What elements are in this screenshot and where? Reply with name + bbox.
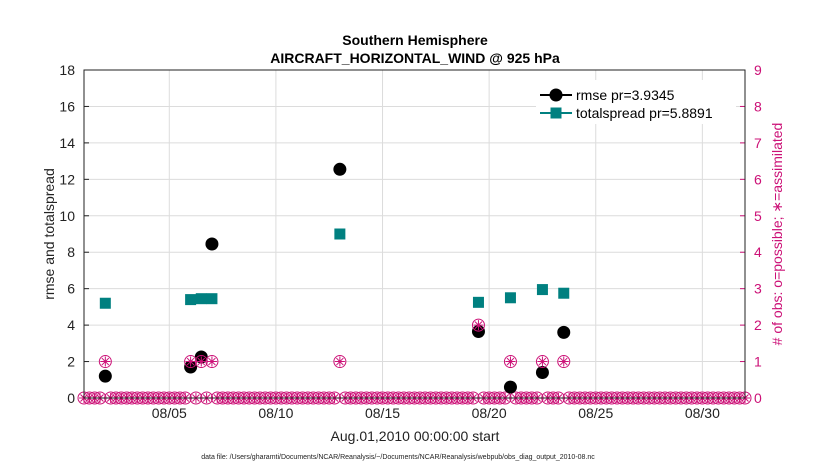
rmse-point	[557, 325, 571, 339]
data-marks	[98, 162, 571, 394]
y2-tick-label: 7	[754, 135, 762, 151]
totalspread-point	[195, 293, 207, 305]
legend-totalspread-label: totalspread pr=5.8891	[576, 105, 713, 121]
totalspread-point	[536, 284, 548, 296]
y-tick-label: 12	[59, 171, 75, 187]
obs-possible-point	[98, 355, 112, 369]
x-tick-label: 08/20	[472, 405, 507, 421]
x-tick-label: 08/25	[578, 405, 613, 421]
obs-assimilated-point	[334, 356, 345, 367]
obs-possible-point	[503, 355, 517, 369]
totalspread-point	[472, 296, 484, 308]
y2-tick-label: 8	[754, 98, 762, 114]
plot-frame	[83, 69, 746, 399]
y2-axis-label: # of obs: o=possible; ∗=assimilated	[769, 123, 785, 346]
x-tick-label: 08/30	[685, 405, 720, 421]
obs-possible-point	[471, 318, 485, 332]
chart-subtitle: AIRCRAFT_HORIZONTAL_WIND @ 925 hPa	[270, 50, 560, 66]
y2-tick-label: 2	[754, 317, 762, 333]
y2-tick-label: 3	[754, 281, 762, 297]
obs-assimilated-point	[473, 320, 484, 331]
totalspread-point	[206, 293, 218, 305]
y-tick-label: 18	[59, 62, 75, 78]
legend-box	[536, 80, 736, 124]
legend: rmse pr=3.9345 totalspread pr=5.8891	[536, 80, 736, 124]
obs-possible-point	[557, 355, 571, 369]
chart-title: Southern Hemisphere	[342, 32, 488, 48]
y-tick-label: 8	[67, 244, 75, 260]
y2-tick-label: 0	[754, 390, 762, 406]
y-tick-label: 4	[67, 317, 75, 333]
totalspread-point	[504, 292, 516, 304]
legend-totalspread-marker	[550, 107, 562, 119]
totalspread-point	[99, 297, 111, 309]
y-tick-label: 14	[59, 135, 75, 151]
y2-tick-label: 1	[754, 354, 762, 370]
legend-rmse-marker	[549, 88, 563, 102]
rmse-point	[184, 360, 198, 374]
obs-assimilated-point	[185, 356, 196, 367]
footnote: data file: /Users/gharamti/Documents/NCA…	[201, 454, 595, 461]
y-tick-label: 0	[67, 390, 75, 406]
y-tick-label: 16	[59, 98, 75, 114]
y2-tick-label: 9	[754, 62, 762, 78]
legend-rmse-label: rmse pr=3.9345	[576, 87, 675, 103]
rmse-point	[98, 369, 112, 383]
y2-tick-label: 4	[754, 244, 762, 260]
obs-assimilated-point	[537, 356, 548, 367]
y-tick-label: 2	[67, 354, 75, 370]
obs-possible-point	[333, 355, 347, 369]
rmse-point	[535, 365, 549, 379]
totalspread-point	[558, 287, 570, 299]
obs-assimilated-point	[206, 356, 217, 367]
rmse-point	[503, 380, 517, 394]
obs-assimilated-point	[196, 356, 207, 367]
y-tick-label: 6	[67, 281, 75, 297]
obs-assimilated-point	[558, 356, 569, 367]
rmse-point	[205, 237, 219, 251]
obs-possible-point	[535, 355, 549, 369]
y-tick-label: 10	[59, 208, 75, 224]
obs-assimilated-point	[505, 356, 516, 367]
totalspread-point	[185, 294, 197, 306]
obs-assimilated-point	[100, 356, 111, 367]
y2-tick-label: 6	[754, 171, 762, 187]
rmse-point	[333, 162, 347, 176]
x-axis-label: Aug.01,2010 00:00:00 start	[331, 428, 500, 444]
y-axis-label: rmse and totalspread	[41, 168, 57, 300]
x-tick-label: 08/05	[152, 405, 187, 421]
totalspread-point	[334, 228, 346, 240]
y2-tick-label: 5	[754, 208, 762, 224]
x-tick-label: 08/15	[365, 405, 400, 421]
x-tick-label: 08/10	[258, 405, 293, 421]
ticks: 08/05 08/10 08/15 08/20 08/25 08/300246810121…	[59, 62, 762, 421]
